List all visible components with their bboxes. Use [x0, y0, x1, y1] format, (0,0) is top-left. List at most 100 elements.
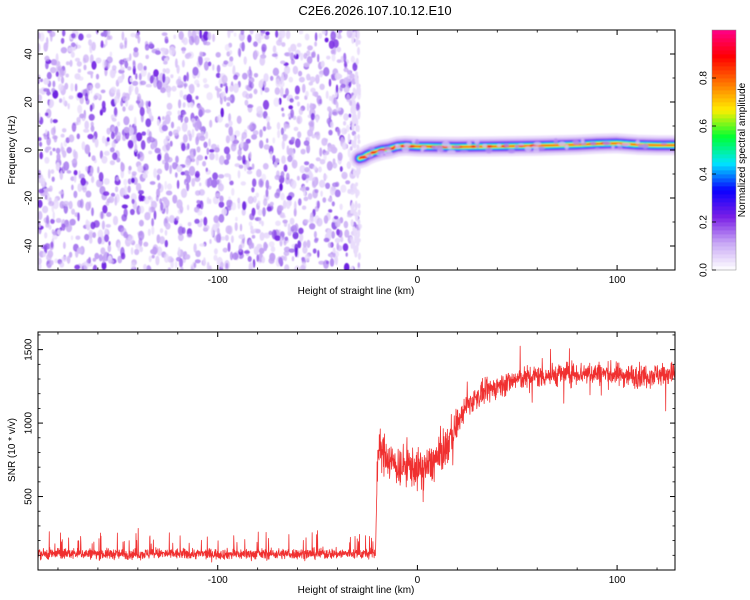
noise-speckle [106, 35, 111, 41]
noise-speckle [330, 31, 337, 41]
noise-speckle [294, 95, 300, 100]
noise-speckle [108, 259, 114, 264]
noise-speckle [263, 144, 270, 150]
noise-speckle [298, 198, 302, 206]
noise-speckle [218, 174, 225, 179]
noise-speckle [340, 184, 347, 193]
noise-speckle [325, 260, 330, 265]
noise-speckle [52, 211, 55, 220]
noise-speckle [194, 79, 200, 86]
noise-speckle [44, 156, 50, 164]
noise-speckle [214, 147, 220, 153]
colorbar-gradient [712, 30, 736, 271]
noise-speckle [112, 215, 119, 226]
noise-speckle [283, 255, 288, 262]
noise-speckle [332, 158, 336, 165]
noise-speckle [137, 35, 141, 44]
noise-speckle [84, 92, 89, 102]
noise-speckle [226, 153, 231, 161]
noise-speckle [117, 76, 124, 84]
noise-speckle [305, 186, 310, 191]
noise-speckle [291, 159, 298, 169]
noise-speckle [198, 55, 203, 66]
noise-speckle [105, 38, 108, 47]
noise-speckle [160, 87, 166, 94]
noise-speckle [175, 58, 178, 68]
noise-speckle [156, 174, 161, 181]
noise-speckle [44, 112, 49, 117]
noise-speckle [88, 39, 93, 46]
noise-speckle [47, 169, 51, 179]
noise-speckle [357, 203, 361, 209]
noise-speckle [104, 234, 109, 243]
noise-speckle [169, 140, 173, 147]
noise-speckle [199, 243, 206, 247]
noise-speckle [265, 31, 270, 36]
noise-speckle [138, 190, 144, 195]
noise-speckle [249, 82, 254, 89]
noise-speckle [301, 205, 307, 210]
noise-speckle [40, 177, 46, 185]
ridge-hotspot [370, 151, 377, 154]
noise-speckle [107, 244, 112, 253]
noise-speckle [248, 261, 254, 270]
noise-speckle [247, 256, 252, 262]
colorbar-tick-label: 0.6 [699, 119, 710, 133]
ridge-hotspot [470, 145, 476, 149]
noise-speckle [323, 215, 329, 224]
noise-speckle [300, 264, 306, 270]
noise-speckle [196, 146, 201, 153]
noise-speckle [129, 53, 132, 61]
noise-speckle [141, 131, 146, 136]
noise-speckle [186, 182, 190, 192]
noise-speckle [50, 67, 57, 74]
noise-speckle [90, 121, 94, 128]
noise-speckle [229, 180, 234, 186]
noise-speckle [346, 161, 352, 170]
colorbar-swatch [712, 138, 736, 143]
x-tick-label: 0 [415, 575, 421, 586]
noise-speckle [264, 87, 270, 93]
noise-speckle [246, 160, 250, 169]
ridge-hotspot [486, 145, 493, 148]
snr-plot-area [38, 332, 675, 570]
noise-speckle [220, 107, 224, 118]
noise-speckle [97, 229, 104, 240]
noise-speckle [39, 141, 43, 147]
noise-speckle [204, 109, 211, 114]
noise-speckle [212, 64, 215, 71]
noise-speckle [262, 111, 268, 119]
noise-speckle [240, 30, 245, 36]
noise-speckle [253, 41, 258, 47]
noise-speckle [282, 219, 288, 224]
noise-speckle [116, 131, 122, 140]
noise-speckle [272, 137, 276, 144]
noise-speckle [170, 74, 174, 79]
noise-speckle [150, 206, 155, 211]
colorbar-swatch [712, 242, 736, 247]
colorbar-swatch [712, 46, 736, 51]
noise-speckle [159, 236, 166, 245]
noise-speckle [266, 206, 272, 212]
noise-speckle [209, 149, 215, 153]
noise-speckle [327, 197, 333, 202]
noise-speckle [176, 179, 180, 189]
noise-speckle [91, 175, 95, 184]
noise-speckle [237, 47, 242, 57]
noise-speckle [153, 210, 157, 220]
colorbar-swatch [712, 194, 736, 199]
noise-speckle [199, 200, 204, 210]
noise-speckle [225, 262, 229, 269]
noise-speckle [101, 220, 105, 230]
noise-speckle [176, 165, 183, 173]
noise-speckle [52, 147, 56, 152]
noise-speckle [182, 134, 188, 143]
noise-speckle [323, 174, 328, 180]
noise-speckle [157, 182, 162, 190]
noise-speckle [66, 146, 72, 154]
noise-speckle [61, 223, 66, 231]
noise-speckle [77, 104, 83, 114]
noise-speckle [138, 73, 142, 81]
noise-speckle [176, 64, 180, 74]
noise-speckle [252, 178, 257, 187]
